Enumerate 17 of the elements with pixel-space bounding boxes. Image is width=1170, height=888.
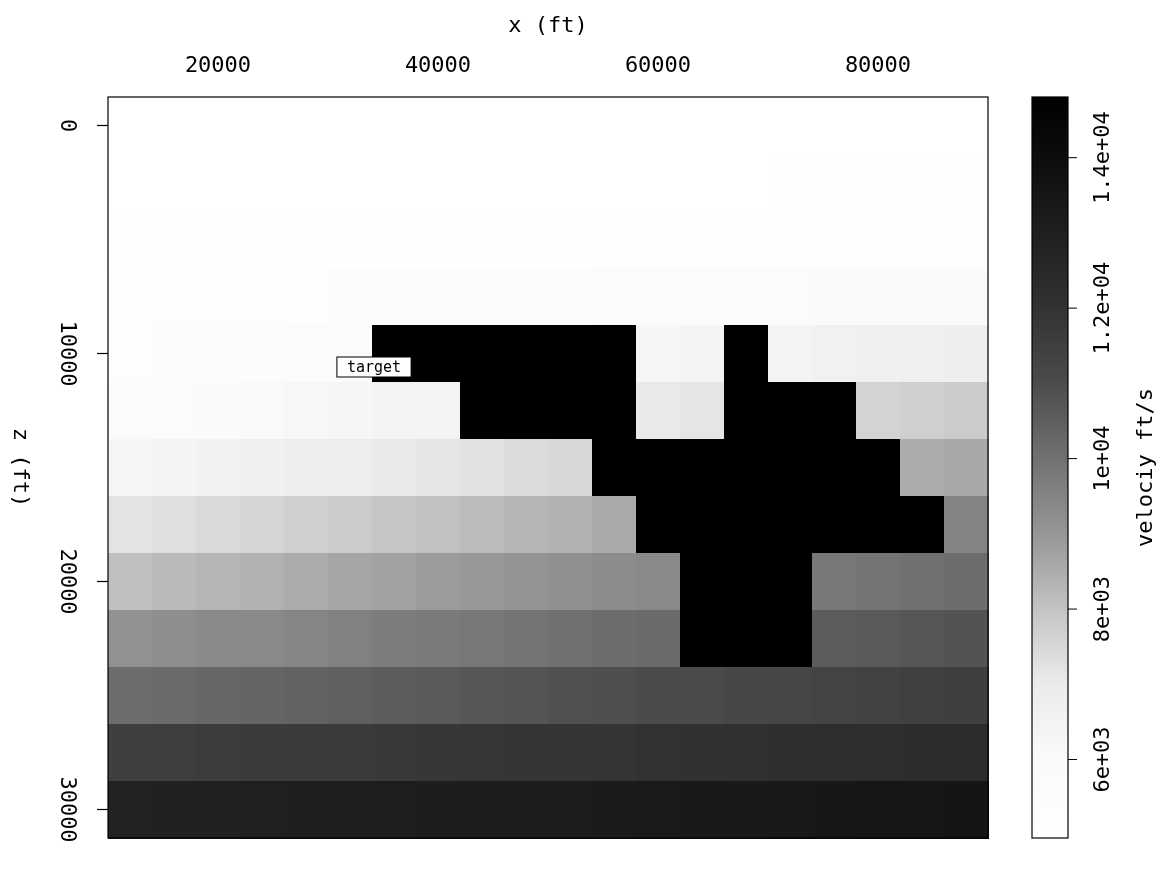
color-bar-label: 1.2e+04 bbox=[1088, 261, 1114, 355]
x-tick-label: 60000 bbox=[624, 52, 692, 77]
y-axis-title: z (ft) bbox=[9, 427, 34, 508]
color-bar-label: 6e+03 bbox=[1088, 726, 1114, 793]
color-bar-label: 1.4e+04 bbox=[1088, 111, 1114, 205]
y-tick-label: 0 bbox=[55, 118, 81, 133]
color-bar-label: 8e+03 bbox=[1088, 575, 1114, 643]
y-tick-label: 20000 bbox=[55, 548, 81, 615]
color-bar-title: velociy ft/s bbox=[1131, 388, 1157, 547]
annotation: target bbox=[346, 358, 402, 376]
x-tick-label: 20000 bbox=[184, 52, 252, 77]
y-tick-label: 10000 bbox=[55, 320, 81, 387]
y-tick-label: 30000 bbox=[55, 776, 81, 843]
x-tick-label: 80000 bbox=[844, 52, 912, 77]
x-axis-title: x (ft) bbox=[508, 12, 588, 37]
color-bar-label: 1e+04 bbox=[1088, 425, 1114, 492]
x-tick-label: 40000 bbox=[404, 52, 472, 77]
